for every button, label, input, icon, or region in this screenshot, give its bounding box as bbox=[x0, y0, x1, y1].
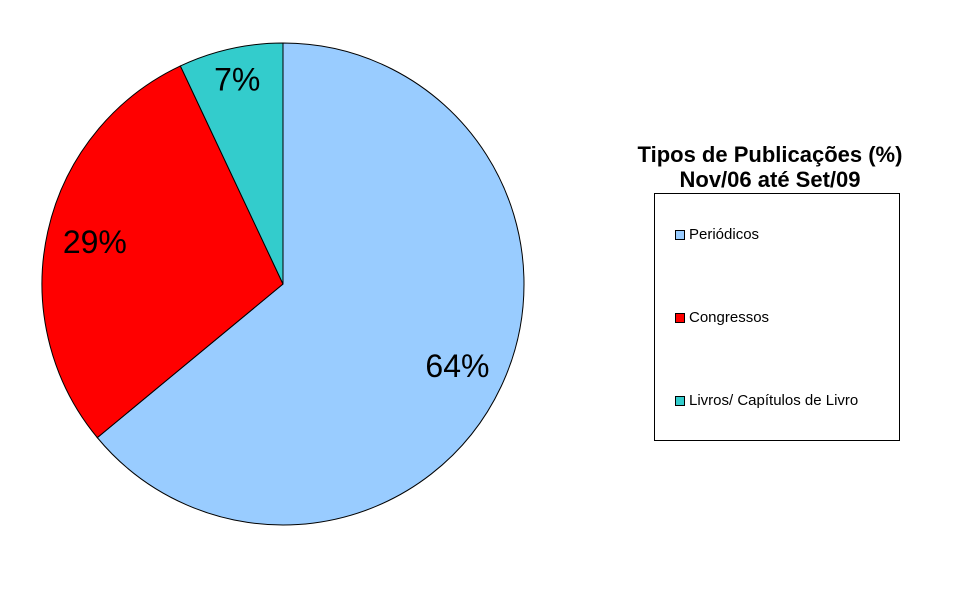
pie-chart: 64% 29% 7% bbox=[41, 42, 525, 526]
legend-item-periodicos: Periódicos bbox=[675, 226, 759, 243]
legend-swatch-livros bbox=[675, 395, 685, 406]
legend-swatch-periodicos bbox=[675, 229, 685, 240]
pie-label-livros: 7% bbox=[214, 61, 260, 97]
legend-label-congressos: Congressos bbox=[689, 309, 770, 326]
legend-swatch-congressos bbox=[675, 312, 685, 323]
legend-item-congressos: Congressos bbox=[675, 309, 769, 326]
pie-label-congressos: 29% bbox=[63, 224, 127, 260]
pie-slice-periodicos bbox=[96, 42, 525, 526]
chart-title: Tipos de Publicações (%) Nov/06 até Set/… bbox=[600, 142, 940, 192]
legend-label-livros: Livros/ Capítulos de Livro bbox=[689, 392, 859, 409]
chart-title-line-1: Tipos de Publicações (%) bbox=[637, 142, 903, 167]
legend-label-periodicos: Periódicos bbox=[689, 226, 760, 243]
pie-label-periodicos: 64% bbox=[425, 348, 489, 384]
legend-item-livros: Livros/ Capítulos de Livro bbox=[675, 392, 858, 409]
pie-slice-congressos bbox=[41, 65, 284, 439]
chart-title-line-2: Nov/06 até Set/09 bbox=[679, 167, 861, 192]
legend: Periódicos Congressos Livros/ Capítulos … bbox=[654, 193, 900, 441]
pie-slice-livros bbox=[179, 42, 284, 285]
